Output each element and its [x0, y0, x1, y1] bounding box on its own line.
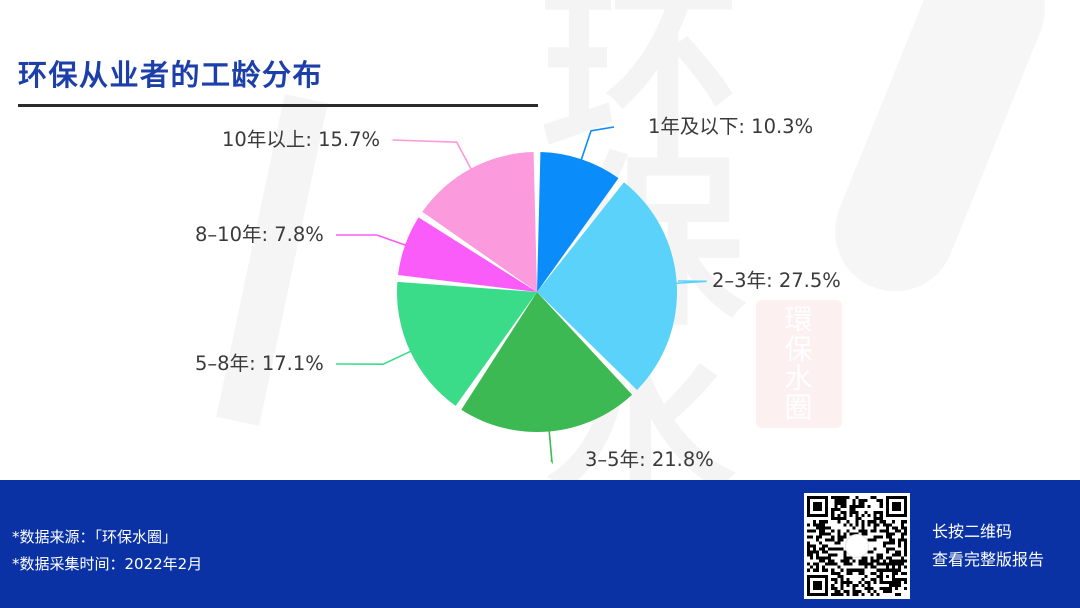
- footer-bar: *数据来源：「环保水圈」 *数据采集时间：2022年2月 长按二维码 查看完整版…: [0, 480, 1080, 608]
- pie-slice: [422, 152, 537, 292]
- qr-caption-line-1: 长按二维码: [931, 522, 1012, 541]
- pie-leader-line: [336, 234, 410, 248]
- pie-chart: 1年及以下: 10.3% 2–3年: 27.5% 3–5年: 21.8% 5–8年: …: [0, 95, 1080, 480]
- pie-slice-label: 8–10年: 7.8%: [195, 223, 324, 246]
- pie-slice: [537, 152, 619, 292]
- title-block: 环保从业者的工龄分布: [18, 52, 538, 107]
- pie-leader-lines: [335, 126, 707, 465]
- pie-leader-line: [392, 139, 474, 173]
- footer-notes: *数据来源：「环保水圈」 *数据采集时间：2022年2月: [12, 524, 202, 578]
- pie-leader-line: [548, 427, 553, 465]
- pie-slice-label: 1年及以下: 10.3%: [648, 115, 813, 138]
- qr-caption: 长按二维码 查看完整版报告: [932, 518, 1044, 574]
- pie-slice: [537, 182, 678, 390]
- pie-leader-line: [335, 349, 415, 366]
- pie-slice-label: 5–8年: 17.1%: [195, 352, 324, 375]
- source-note: *数据来源：「环保水圈」: [12, 528, 178, 546]
- pie-chart-svg: 1年及以下: 10.3% 2–3年: 27.5% 3–5年: 21.8% 5–8年: …: [195, 115, 841, 471]
- qr-area[interactable]: 长按二维码 查看完整版报告: [803, 493, 1044, 599]
- pie-slice: [398, 217, 537, 292]
- qr-code[interactable]: [803, 493, 910, 599]
- pie-slice-label: 2–3年: 27.5%: [712, 269, 841, 292]
- pie-slice-label: 3–5年: 21.8%: [585, 448, 714, 471]
- pie-slices: [396, 152, 678, 433]
- qr-caption-line-2: 查看完整版报告: [931, 550, 1044, 569]
- title-underline: [18, 104, 538, 107]
- pie-slice-label: 10年以上: 15.7%: [222, 128, 380, 151]
- pie-slice: [396, 281, 537, 406]
- time-note: *数据采集时间：2022年2月: [12, 555, 203, 573]
- pie-leader-line: [672, 280, 707, 285]
- pie-leader-line: [579, 126, 615, 164]
- qr-center-logo: [844, 534, 869, 558]
- pie-slice: [461, 292, 633, 433]
- page-title: 环保从业者的工龄分布: [18, 58, 324, 92]
